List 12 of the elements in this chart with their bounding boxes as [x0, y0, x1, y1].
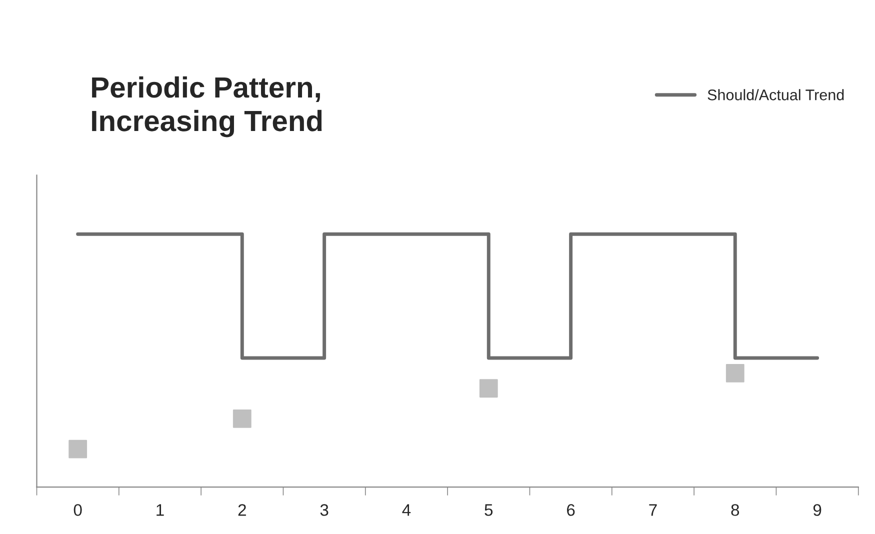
chart-title: Periodic Pattern, Increasing Trend: [92, 76, 322, 138]
x-tick-label: 9: [813, 504, 822, 516]
x-tick-label: 5: [484, 504, 493, 516]
x-tick-label: 6: [567, 504, 575, 516]
x-tick-label: 3: [320, 504, 328, 516]
x-tick-label: 4: [402, 504, 411, 516]
x-tick-label: 8: [731, 504, 740, 516]
x-tick-label: 1: [156, 504, 164, 516]
x-tick-label: 7: [649, 504, 657, 516]
x-tick-label: 2: [238, 504, 246, 516]
legend-label: Should/Actual Trend: [708, 89, 844, 100]
x-tick-label: 0: [74, 504, 82, 516]
